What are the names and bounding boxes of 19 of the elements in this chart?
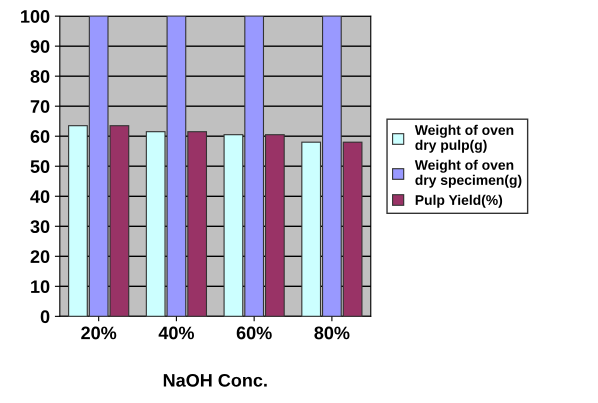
y-tick-label: 80	[30, 70, 50, 83]
x-axis-title: NaOH Conc.	[164, 374, 267, 387]
y-tick-label: 20	[30, 250, 50, 264]
x-tick-label: 20%	[81, 326, 116, 340]
y-tick-label: 40	[30, 190, 50, 203]
y-tick-label: 0	[40, 310, 50, 324]
x-tick-label: 40%	[158, 326, 194, 340]
y-tick-label: 30	[30, 220, 50, 234]
legend-label: Weight of oven dry pulp(g)	[414, 124, 514, 153]
y-tick-label: 70	[30, 100, 50, 113]
legend-label: Pulp Yield(%)	[416, 194, 502, 208]
y-tick-label: 10	[31, 280, 50, 294]
y-tick-label: 60	[30, 130, 50, 143]
y-tick-label: 50	[30, 160, 50, 173]
x-tick-label: 60%	[236, 326, 272, 340]
y-tick-label: 100	[21, 10, 50, 23]
x-tick-label: 80%	[314, 326, 350, 340]
legend-label: Weight of oven dry specimen(g)	[414, 160, 522, 188]
y-tick-label: 90	[30, 40, 50, 53]
